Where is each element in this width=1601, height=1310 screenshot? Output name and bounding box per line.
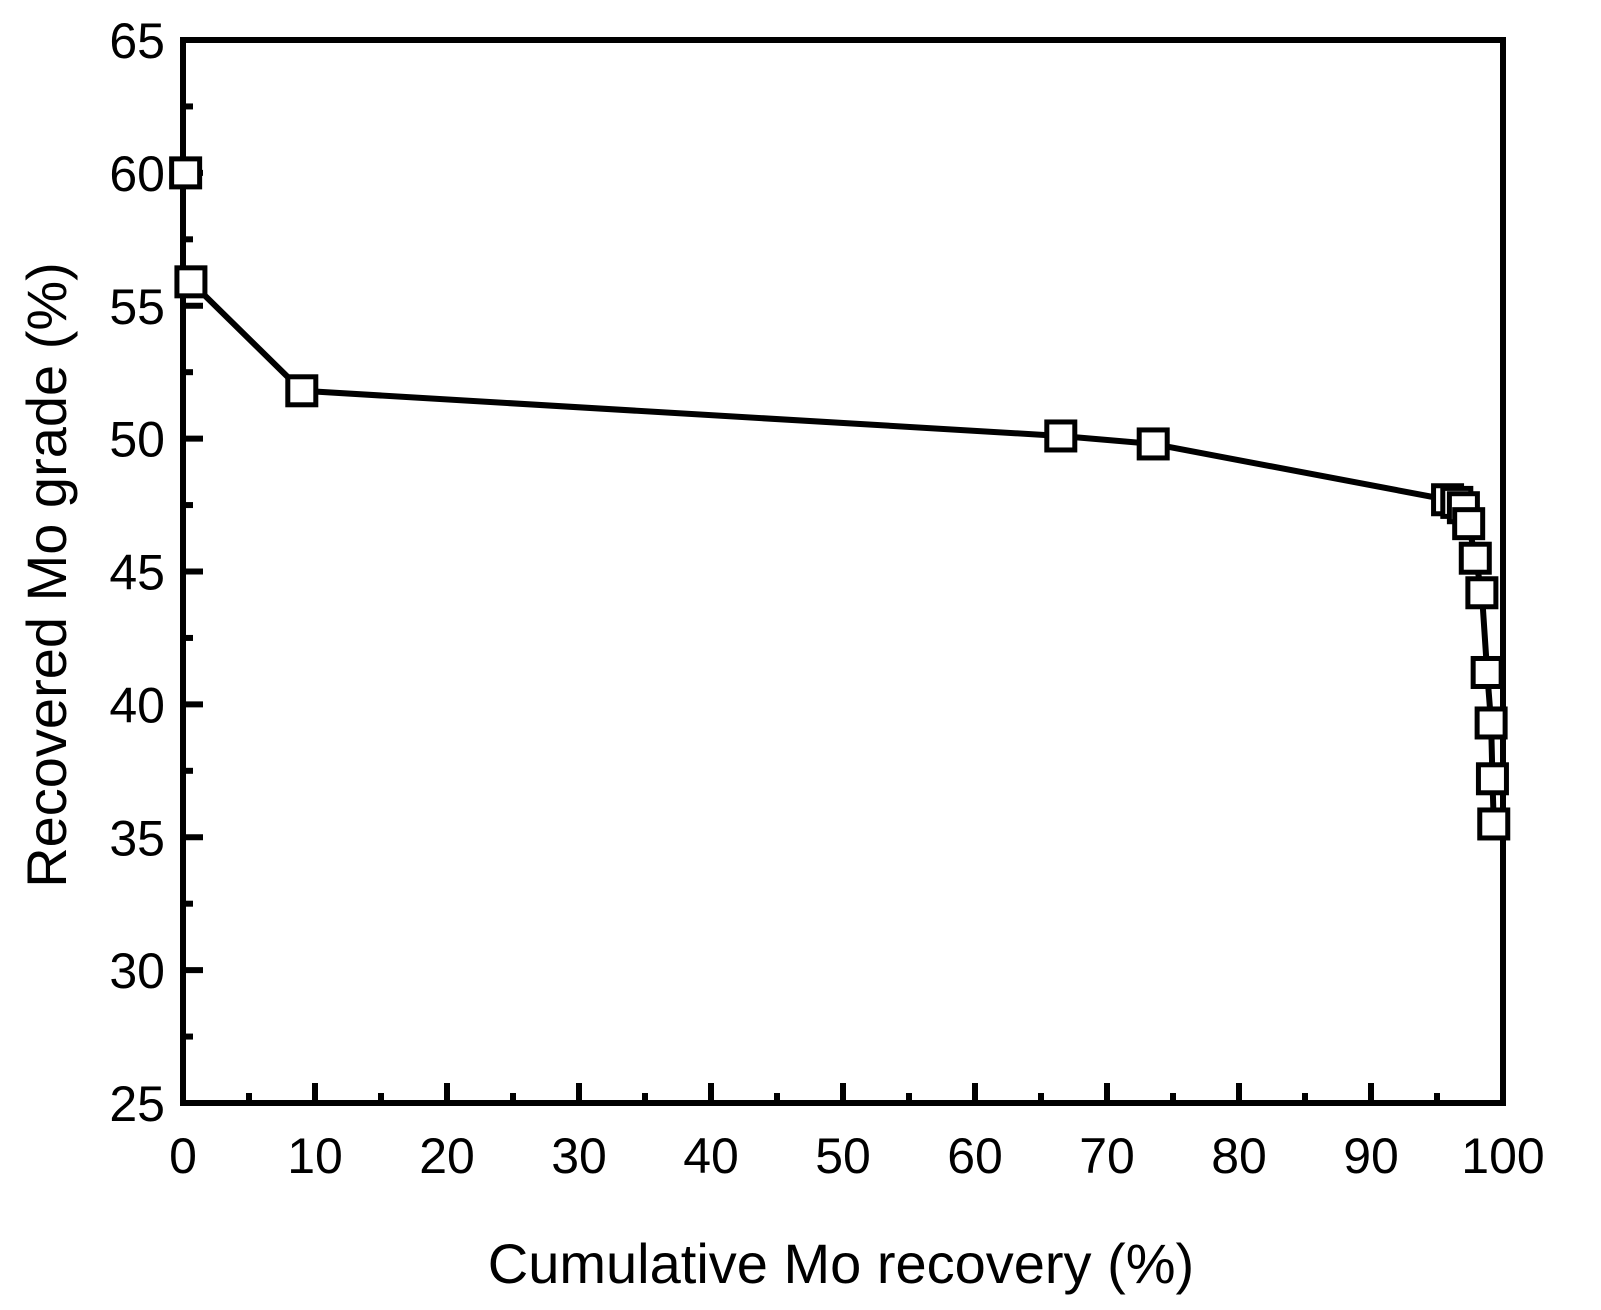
y-tick-label: 40 [109,677,165,733]
plot-frame [180,37,1506,1106]
series-line [188,279,1497,825]
x-axis-title: Cumulative Mo recovery (%) [488,1232,1194,1295]
y-tick-label: 30 [109,943,165,999]
y-tick-label: 25 [109,1076,165,1132]
data-point [1470,655,1504,689]
plot-layer: 0 10 20 30 40 50 60 70 80 90 100 25 30 35 40 45 50 55 60 65 [109,13,1544,1184]
data-point [1475,762,1509,796]
data-point [1465,576,1499,610]
x-tick-label: 0 [169,1128,197,1184]
y-axis-title: Recovered Mo grade (%) [15,262,78,888]
data-point [174,265,208,299]
x-tick-label: 40 [683,1128,739,1184]
y-tick-label: 50 [109,412,165,468]
x-tick-label: 10 [287,1128,343,1184]
data-point [1044,419,1078,453]
data-point [169,156,203,190]
data-point [1452,507,1486,541]
y-tick-label: 55 [109,279,165,335]
y-tick-label: 45 [109,545,165,601]
data-point [1474,706,1508,740]
x-tick-label: 100 [1461,1128,1544,1184]
y-tick-label: 60 [109,146,165,202]
x-tick-label: 80 [1211,1128,1267,1184]
x-tick-label: 30 [551,1128,607,1184]
y-tick-label: 35 [109,810,165,866]
x-tick-label: 60 [947,1128,1003,1184]
x-tick-label: 20 [419,1128,475,1184]
data-point [1136,427,1170,461]
data-point [1477,807,1511,841]
x-tick-label: 70 [1079,1128,1135,1184]
data-point [1458,541,1492,575]
data-point [285,374,319,408]
x-tick-label: 50 [815,1128,871,1184]
x-tick-label: 90 [1343,1128,1399,1184]
y-tick-label: 65 [109,13,165,69]
